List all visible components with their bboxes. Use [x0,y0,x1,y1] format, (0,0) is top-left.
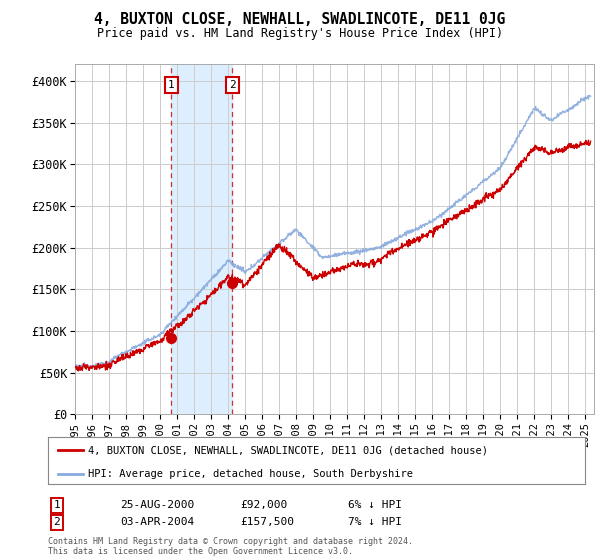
Text: 6% ↓ HPI: 6% ↓ HPI [348,500,402,510]
Text: HPI: Average price, detached house, South Derbyshire: HPI: Average price, detached house, Sout… [88,469,413,479]
Text: 4, BUXTON CLOSE, NEWHALL, SWADLINCOTE, DE11 0JG: 4, BUXTON CLOSE, NEWHALL, SWADLINCOTE, D… [94,12,506,27]
Text: Contains HM Land Registry data © Crown copyright and database right 2024.: Contains HM Land Registry data © Crown c… [48,537,413,546]
Bar [171,64,232,414]
Text: 1: 1 [168,80,175,90]
Text: Price paid vs. HM Land Registry's House Price Index (HPI): Price paid vs. HM Land Registry's House … [97,27,503,40]
Text: 2: 2 [229,80,236,90]
Text: £157,500: £157,500 [240,517,294,528]
Text: 2: 2 [53,517,61,528]
Text: £92,000: £92,000 [240,500,287,510]
Text: 03-APR-2004: 03-APR-2004 [120,517,194,528]
Text: 25-AUG-2000: 25-AUG-2000 [120,500,194,510]
Text: 1: 1 [53,500,61,510]
Text: 7% ↓ HPI: 7% ↓ HPI [348,517,402,528]
Text: 4, BUXTON CLOSE, NEWHALL, SWADLINCOTE, DE11 0JG (detached house): 4, BUXTON CLOSE, NEWHALL, SWADLINCOTE, D… [88,445,488,455]
Text: This data is licensed under the Open Government Licence v3.0.: This data is licensed under the Open Gov… [48,547,353,556]
